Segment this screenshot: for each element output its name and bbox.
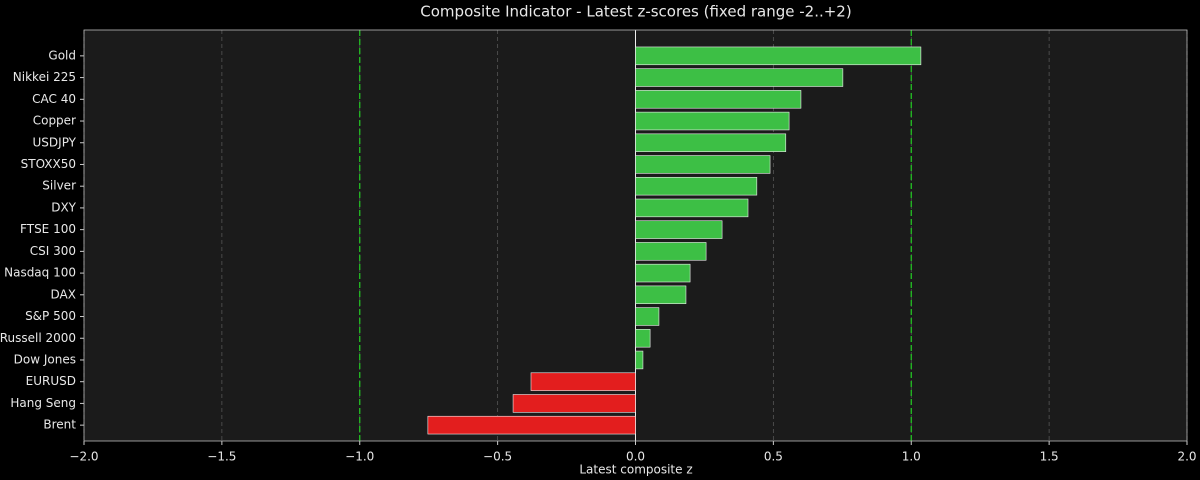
bar (635, 155, 771, 174)
bar (635, 285, 687, 305)
x-axis-label: Latest composite z (579, 463, 692, 477)
y-tick-label: DAX (51, 287, 76, 301)
x-tick-label: −1.0 (345, 450, 374, 464)
y-tick-label: DXY (51, 200, 76, 214)
bar (635, 90, 802, 109)
y-tick-label: Nikkei 225 (13, 70, 76, 84)
x-tick-label: −0.5 (483, 450, 512, 464)
bar (427, 415, 636, 435)
y-tick-label: Hang Seng (10, 396, 76, 410)
bar (635, 242, 707, 261)
bar (635, 46, 922, 66)
plot-border (83, 29, 1188, 442)
bar (512, 394, 636, 413)
chart-title: Composite Indicator - Latest z-scores (f… (420, 3, 851, 21)
bar (530, 372, 636, 391)
bar (635, 220, 723, 239)
y-tick-label: Gold (48, 48, 76, 62)
x-tick-label: 2.0 (1177, 450, 1196, 464)
y-tick-label: Russell 2000 (0, 331, 76, 345)
y-tick-label: CAC 40 (32, 92, 76, 106)
y-tick-label: CSI 300 (30, 244, 76, 258)
bar (635, 263, 691, 283)
y-tick-label: Copper (33, 114, 76, 128)
bar (635, 198, 749, 218)
y-tick-label: USDJPY (33, 135, 77, 149)
y-tick-label: Dow Jones (14, 352, 76, 366)
x-tick-label: 0.0 (626, 450, 645, 464)
y-tick-label: S&P 500 (25, 309, 76, 323)
y-tick-label: FTSE 100 (20, 222, 76, 236)
x-tick-label: −2.0 (69, 450, 98, 464)
x-tick-label: −1.5 (207, 450, 236, 464)
bar (635, 111, 790, 131)
x-tick-label: 1.0 (902, 450, 921, 464)
bar (635, 176, 758, 196)
y-tick-label: Nasdaq 100 (4, 266, 76, 280)
y-tick-label: Silver (42, 179, 76, 193)
x-tick-label: 1.5 (1040, 450, 1059, 464)
bar (635, 133, 787, 152)
y-tick-label: Brent (43, 418, 76, 432)
y-tick-label: STOXX50 (21, 157, 76, 171)
bar (635, 350, 644, 370)
bar (635, 68, 844, 87)
bar (635, 329, 651, 348)
x-tick-label: 0.5 (764, 450, 783, 464)
y-tick-label: EURUSD (26, 374, 76, 388)
bar (635, 307, 660, 326)
